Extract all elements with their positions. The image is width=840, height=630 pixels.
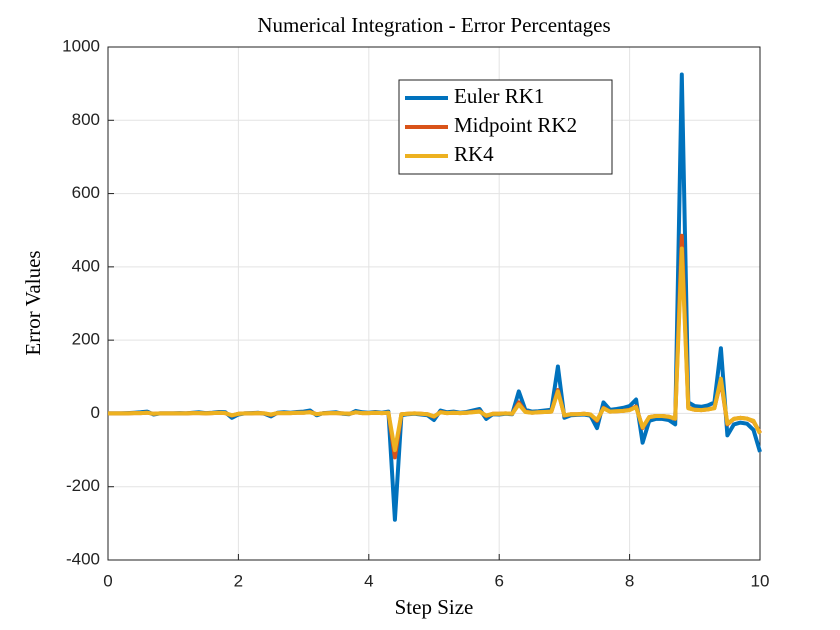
legend-label: Euler RK1 xyxy=(454,84,544,108)
x-tick-label: 8 xyxy=(625,571,634,590)
y-tick-label: 800 xyxy=(72,110,100,129)
legend-label: RK4 xyxy=(454,142,494,166)
y-tick-label: 400 xyxy=(72,256,100,275)
y-tick-label: 600 xyxy=(72,183,100,202)
y-tick-label: 1000 xyxy=(62,36,100,55)
y-tick-label: -400 xyxy=(66,549,100,568)
x-axis-label: Step Size xyxy=(395,595,474,619)
x-tick-label: 2 xyxy=(234,571,243,590)
y-axis-label: Error Values xyxy=(21,250,45,355)
y-tick-label: 0 xyxy=(91,403,100,422)
y-tick-label: -200 xyxy=(66,476,100,495)
legend-box xyxy=(398,79,613,175)
y-tick-label: 200 xyxy=(72,330,100,349)
x-tick-label: 4 xyxy=(364,571,373,590)
chart-title: Numerical Integration - Error Percentage… xyxy=(257,13,610,37)
x-tick-label: 0 xyxy=(103,571,112,590)
x-tick-label: 10 xyxy=(751,571,770,590)
plot-frame xyxy=(107,46,761,561)
x-tick-label: 6 xyxy=(494,571,503,590)
legend-label: Midpoint RK2 xyxy=(454,113,577,137)
series-line xyxy=(108,246,762,453)
